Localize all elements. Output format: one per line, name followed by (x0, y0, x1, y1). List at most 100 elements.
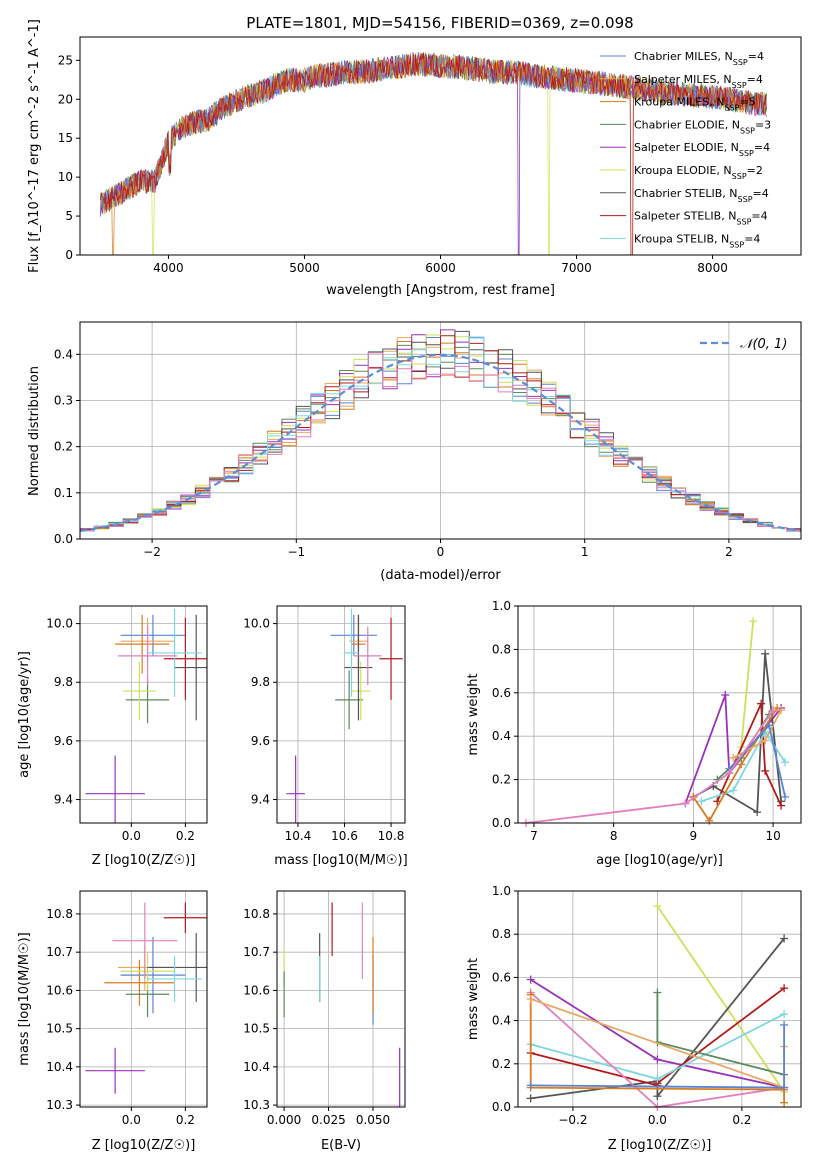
y-tick-label: 10.7 (46, 945, 73, 959)
x-tick-label: 0.2 (176, 1113, 195, 1127)
axes-frame (276, 890, 406, 1108)
y-tick-label: 9.8 (54, 675, 73, 689)
panel-mass-vs-Z: 0.0 0.2 10.3 10.4 10.5 10.6 10.7 10.8 Z [log10(Z… (17, 890, 208, 1153)
x-tick-label: 0.025 (311, 1113, 345, 1127)
y-tick-label: 5 (65, 209, 73, 223)
y-tick-label: 9.4 (54, 793, 73, 807)
legend-count: =4 (748, 50, 764, 63)
y-axis-label: age [log10(age/yr)] (17, 651, 32, 778)
y-tick-label: 10.7 (243, 945, 270, 959)
spectrum-line-salpeter-stelib (100, 52, 767, 255)
legend-subscript: SSP (733, 58, 748, 67)
x-tick-label: 7000 (561, 261, 592, 275)
y-tick-label: 10.3 (243, 1098, 270, 1112)
x-tick-label: 10.4 (285, 829, 312, 843)
x-axis-label: age [log10(age/yr)] (596, 853, 723, 868)
x-tick-label: 0.050 (356, 1113, 390, 1127)
panel-residual-histogram: −2 −1 0 1 2 0.0 0.1 0.2 0.3 0.4 (data-model)/error… (27, 321, 802, 583)
axes-frame (79, 605, 208, 824)
y-tick-label: 1.0 (492, 884, 511, 898)
x-tick-label: 2 (725, 545, 733, 559)
x-tick-label: 6000 (425, 261, 456, 275)
y-tick-label: 0.0 (54, 532, 73, 546)
y-tick-label: 10.6 (243, 983, 270, 997)
y-tick-label: 0.4 (54, 347, 73, 361)
x-axis-label: wavelength [Angstrom, rest frame] (326, 283, 555, 298)
figure-title: PLATE=1801, MJD=54156, FIBERID=0369, z=0… (246, 14, 633, 32)
axes-frame (79, 890, 208, 1108)
legend-subscript: SSP (729, 240, 744, 249)
x-axis-label: Z [log10(Z/Z☉)] (92, 1138, 196, 1153)
x-tick-label: 8000 (697, 261, 728, 275)
y-axis-label: Normed distribution (27, 366, 42, 496)
y-tick-label: 10 (58, 170, 73, 184)
y-tick-label: 9.6 (251, 734, 270, 748)
x-tick-label: 1 (581, 545, 589, 559)
legend-subscript: SSP (732, 80, 747, 89)
series-line-kroupa-elodie (740, 621, 755, 748)
y-tick-label: 15 (58, 131, 73, 145)
legend-entry: Chabrier MILES, NSSP=4 (634, 50, 764, 67)
y-axis-label: Flux [f_λ10^-17 erg cm^-2 s^-1 A^-1] (27, 19, 42, 273)
y-tick-label: 0.2 (492, 773, 511, 787)
x-tick-label: −2 (143, 545, 161, 559)
y-tick-label: 0.0 (492, 816, 511, 830)
y-tick-label: 9.6 (54, 734, 73, 748)
y-tick-label: 10.4 (46, 1060, 73, 1074)
x-tick-label: 4000 (153, 261, 184, 275)
y-tick-label: 10.0 (243, 617, 270, 631)
y-tick-label: 9.8 (251, 675, 270, 689)
legend-entry: Salpeter MILES, NSSP=4 (634, 73, 763, 90)
x-tick-label: 10 (765, 829, 780, 843)
x-tick-label: 0.2 (176, 829, 195, 843)
y-tick-label: 1.0 (492, 599, 511, 613)
x-axis-label: E(B-V) (321, 1138, 361, 1153)
y-tick-label: 0.4 (492, 1014, 511, 1028)
x-tick-label: 7 (530, 829, 538, 843)
histogram-step-pink (80, 352, 801, 531)
legend-entry: Salpeter STELIB, NSSP=4 (634, 210, 768, 227)
panel-age-vs-mass: 10.4 10.6 10.8 9.4 9.6 9.8 10.0 mass [log10(M/M… (243, 605, 408, 868)
legend-count: =3 (755, 118, 771, 131)
legend-count: =4 (747, 73, 763, 86)
series-line-kroupa-stelib (701, 730, 786, 803)
y-axis-label: mass weight (466, 958, 481, 1040)
legend-entry: Salpeter ELODIE, NSSP=4 (634, 141, 770, 158)
series-line-kroupa-miles (529, 994, 785, 1103)
y-tick-label: 0.1 (54, 486, 73, 500)
y-tick-label: 10.5 (243, 1022, 270, 1036)
panel-mass-weight-vs-Z: −0.2 0.0 0.2 0.0 0.2 0.4 0.6 0.8 1.0 Z [log10(Z/Z… (466, 884, 802, 1153)
x-axis-label: (data-model)/error (380, 568, 501, 583)
panel-mass-weight-vs-age: 7 8 9 10 0.0 0.2 0.4 0.6 0.8 1.0 age [log10(age/yr… (466, 599, 802, 868)
axes-frame (517, 605, 802, 824)
panel-spectrum: 4000 5000 6000 7000 8000 0 5 10 15 20 25 wavelength… (27, 19, 802, 298)
x-tick-label: −1 (287, 545, 305, 559)
legend-subscript: SSP (736, 217, 751, 226)
x-tick-label: 0.2 (732, 1113, 751, 1127)
y-axis-label: mass weight (466, 673, 481, 755)
x-tick-label: 0 (437, 545, 445, 559)
histogram-step-salpeter-stelib (80, 335, 801, 530)
legend-entry: Kroupa STELIB, NSSP=4 (634, 232, 760, 249)
x-tick-label: 0.0 (122, 829, 141, 843)
x-axis-label: Z [log10(Z/Z☉)] (92, 853, 196, 868)
series-line-pink (525, 709, 774, 823)
x-tick-label: 0.000 (267, 1113, 301, 1127)
x-tick-label: 10.6 (331, 829, 358, 843)
legend-subscript: SSP (739, 149, 754, 158)
x-tick-label: 0.0 (648, 1113, 667, 1127)
y-tick-label: 20 (58, 92, 73, 106)
y-tick-label: 0.6 (492, 970, 511, 984)
axes-frame (79, 36, 802, 256)
y-tick-label: 10.6 (46, 983, 73, 997)
x-axis-label: Z [log10(Z/Z☉)] (608, 1138, 712, 1153)
legend-count: =4 (754, 141, 770, 154)
y-tick-label: 0.4 (492, 729, 511, 743)
y-tick-label: 10.8 (243, 907, 270, 921)
y-tick-label: 10.3 (46, 1098, 73, 1112)
legend-subscript: SSP (724, 103, 739, 112)
y-tick-label: 10.8 (46, 907, 73, 921)
x-tick-label: 0.0 (122, 1113, 141, 1127)
panel-age-vs-Z: 0.0 0.2 9.4 9.6 9.8 10.0 Z [log10(Z/Z☉)] age [l… (17, 605, 208, 868)
